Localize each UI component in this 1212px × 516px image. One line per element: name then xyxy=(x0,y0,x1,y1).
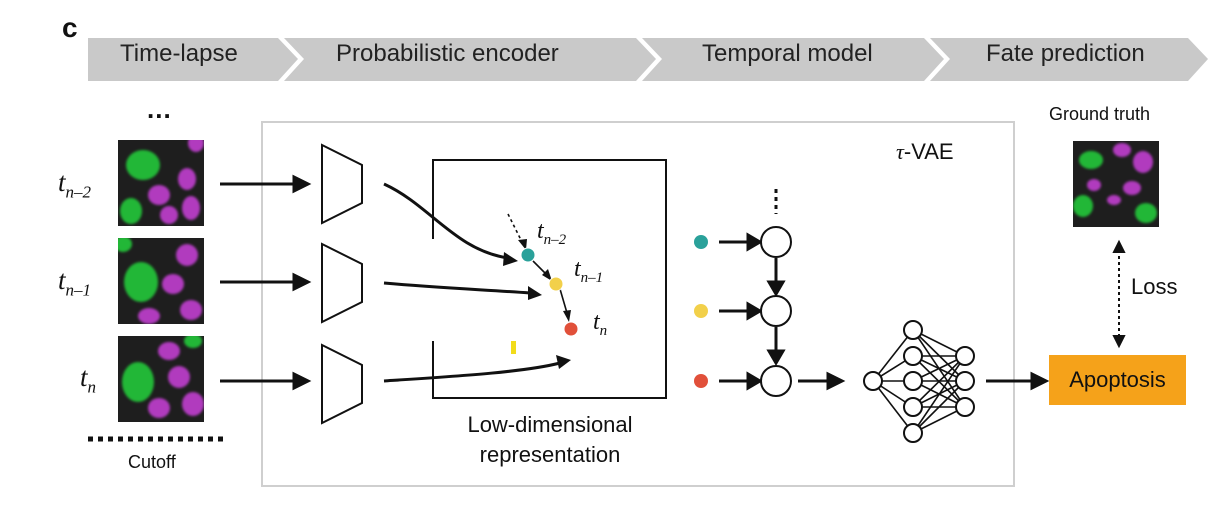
cell-nucleus xyxy=(188,140,204,152)
latent-space-box xyxy=(432,159,667,399)
frame-label-n: tn xyxy=(80,362,97,397)
frames-ellipsis: ... xyxy=(147,94,172,124)
cell-nucleus xyxy=(178,168,196,190)
frame-label-n-1: tn–1 xyxy=(58,265,92,300)
latent-marker xyxy=(511,341,516,354)
temporal-inputs xyxy=(694,235,708,388)
cell-nucleus xyxy=(1113,143,1131,157)
ground-truth-image xyxy=(1073,141,1159,227)
cell-nucleus xyxy=(148,185,170,205)
nn-node xyxy=(903,371,923,391)
encoder-n-2 xyxy=(321,143,363,225)
latent-label-n-2: tn–2 xyxy=(537,218,567,248)
frame-t-n-1-image xyxy=(118,238,204,324)
encoder-n-1 xyxy=(321,242,363,324)
frame-t-n-2-image xyxy=(118,140,204,226)
cell-nucleus xyxy=(148,398,170,418)
cell-nucleus xyxy=(1087,179,1101,191)
cell-nucleus xyxy=(124,262,158,302)
latent-label-n-1: tn–1 xyxy=(574,256,604,286)
latent-label-n: tn xyxy=(593,309,608,339)
cell-nucleus xyxy=(1079,151,1103,169)
cell-nucleus xyxy=(138,308,160,324)
loss-arrow xyxy=(1112,239,1126,349)
frame-t-n-image xyxy=(118,336,204,422)
rnn-cell-2 xyxy=(760,295,792,327)
cell-nucleus xyxy=(1135,203,1157,223)
cell-nucleus xyxy=(180,300,202,320)
cell-nucleus xyxy=(182,196,200,220)
latent-caption: Low-dimensional representation xyxy=(467,412,633,467)
chevron-temporal-model xyxy=(642,38,944,81)
loss-label: Loss xyxy=(1131,274,1178,299)
latent-points xyxy=(520,247,579,337)
nn-node xyxy=(955,346,975,366)
cell-nucleus xyxy=(168,366,190,388)
latent-incoming-dashed xyxy=(507,213,524,245)
latent-point-n-2 xyxy=(520,247,536,263)
temporal-input-arrows xyxy=(719,232,763,391)
step-label-fate-prediction: Fate prediction xyxy=(986,40,1145,67)
step-label-time-lapse: Time-lapse xyxy=(120,40,238,67)
nn-node xyxy=(903,423,923,443)
encoder-arrowheads xyxy=(503,252,571,369)
cell-nucleus xyxy=(176,244,198,266)
tau-vae-box xyxy=(261,121,1015,487)
rnn-cell-1 xyxy=(760,226,792,258)
encoders xyxy=(321,143,363,425)
ground-truth-label: Ground truth xyxy=(1049,104,1151,124)
cell-nucleus xyxy=(182,392,204,416)
frame-to-encoder-arrows xyxy=(220,174,312,391)
cell-nucleus xyxy=(120,198,142,224)
cell-nucleus xyxy=(1133,151,1153,173)
nn-node xyxy=(863,371,883,391)
rnn-links xyxy=(766,189,846,391)
fate-classifier-network xyxy=(863,320,975,443)
latent-point-n xyxy=(563,321,579,337)
classifier-to-prediction-arrow xyxy=(986,371,1050,391)
chevron-fate-prediction xyxy=(930,38,1208,81)
model-name: τ-VAE xyxy=(896,139,954,164)
cell-nucleus xyxy=(118,238,132,252)
cell-nucleus xyxy=(160,206,178,224)
nn-node xyxy=(955,371,975,391)
encoder-to-latent-arrows xyxy=(383,182,561,383)
nn-node xyxy=(903,320,923,340)
cutoff-label: Cutoff xyxy=(128,452,176,472)
step-label-temporal-model: Temporal model xyxy=(702,40,873,67)
pipeline-chevrons xyxy=(88,38,1208,81)
cell-nucleus xyxy=(158,342,180,360)
cell-nucleus xyxy=(1107,195,1121,205)
cell-nucleus xyxy=(122,362,154,402)
cell-nucleus xyxy=(1073,195,1093,217)
prediction-box xyxy=(1049,355,1186,405)
cell-nucleus xyxy=(1123,181,1141,195)
nn-node xyxy=(955,397,975,417)
chevron-encoder xyxy=(284,38,656,81)
encoder-n xyxy=(321,343,363,425)
latent-point-n-1 xyxy=(548,276,564,292)
frame-label-n-2: tn–2 xyxy=(58,167,92,202)
temporal-cells xyxy=(760,226,792,397)
cell-nucleus xyxy=(162,274,184,294)
cell-nucleus xyxy=(126,150,160,180)
nn-node xyxy=(903,346,923,366)
prediction-label: Apoptosis xyxy=(1069,367,1166,392)
nn-node xyxy=(903,397,923,417)
panel-letter: c xyxy=(62,12,78,43)
rnn-cell-3 xyxy=(760,365,792,397)
cell-nucleus xyxy=(184,336,202,348)
chevron-time-lapse xyxy=(88,38,298,81)
step-label-encoder: Probabilistic encoder xyxy=(336,40,559,67)
